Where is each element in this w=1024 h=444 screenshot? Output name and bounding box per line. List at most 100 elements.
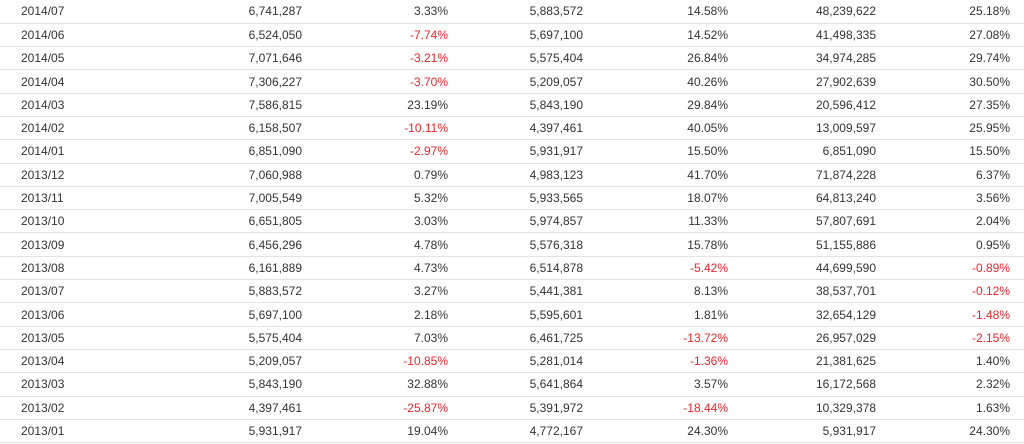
change-c-cell: 1.40% [876,349,1015,374]
cumulative-cell: 5,931,917 [728,419,876,444]
table-row: 2013/02 4,397,461 -25.87% 5,391,972 -18.44% 1… [0,396,1024,420]
change-a-cell: 4.78% [302,232,448,257]
row-spacer [0,93,21,117]
change-a-cell: -7.74% [302,23,448,48]
value-a-cell: 7,586,815 [140,93,302,117]
month-cell: 2014/02 [21,116,140,141]
change-c-cell: 27.35% [876,93,1015,117]
table-row: 2013/09 6,456,296 4.78% 5,576,318 15.78% 51,1… [0,232,1024,257]
value-b-cell: 6,514,878 [448,256,583,281]
month-cell: 2013/03 [21,372,140,397]
change-b-cell: 26.84% [583,46,728,71]
row-spacer [0,69,21,94]
value-a-cell: 5,931,917 [140,419,302,444]
row-spacer [0,186,21,211]
change-b-cell: 14.52% [583,23,728,48]
change-b-cell: 8.13% [583,279,728,304]
row-spacer [0,23,21,48]
month-cell: 2013/05 [21,326,140,350]
row-spacer [1015,256,1024,281]
change-c-cell: -0.12% [876,279,1015,304]
cumulative-cell: 44,699,590 [728,256,876,281]
value-b-cell: 5,883,572 [448,0,583,24]
row-spacer [0,232,21,257]
row-spacer [0,0,21,24]
cumulative-cell: 10,329,378 [728,396,876,420]
value-b-cell: 5,391,972 [448,396,583,420]
month-cell: 2014/06 [21,23,140,48]
month-cell: 2013/01 [21,419,140,444]
value-a-cell: 6,456,296 [140,232,302,257]
change-a-cell: 7.03% [302,326,448,350]
change-b-cell: 40.05% [583,116,728,141]
table-row: 2014/03 7,586,815 23.19% 5,843,190 29.84% 20,… [0,93,1024,117]
month-cell: 2014/07 [21,0,140,24]
table-row: 2014/05 7,071,646 -3.21% 5,575,404 26.84% 34,… [0,46,1024,71]
value-b-cell: 5,209,057 [448,69,583,94]
change-b-cell: 1.81% [583,302,728,327]
cumulative-cell: 27,902,639 [728,69,876,94]
change-b-cell: 11.33% [583,209,728,234]
change-c-cell: 2.04% [876,209,1015,234]
row-spacer [1015,396,1024,420]
value-a-cell: 5,209,057 [140,349,302,374]
row-spacer [1015,0,1024,24]
row-spacer [1015,69,1024,94]
change-b-cell: 15.78% [583,232,728,257]
table-row: 2013/10 6,651,805 3.03% 5,974,857 11.33% 57,8… [0,209,1024,234]
value-a-cell: 6,161,889 [140,256,302,281]
table-row: 2014/07 6,741,287 3.33% 5,883,572 14.58% 48,2… [0,0,1024,24]
row-spacer [1015,186,1024,211]
value-a-cell: 5,575,404 [140,326,302,350]
row-spacer [0,302,21,327]
row-spacer [1015,163,1024,187]
value-a-cell: 6,741,287 [140,0,302,24]
value-a-cell: 6,524,050 [140,23,302,48]
change-a-cell: 19.04% [302,419,448,444]
value-b-cell: 5,933,565 [448,186,583,211]
row-spacer [0,116,21,141]
change-b-cell: -13.72% [583,326,728,350]
value-b-cell: 5,931,917 [448,139,583,164]
value-a-cell: 5,697,100 [140,302,302,327]
value-b-cell: 4,397,461 [448,116,583,141]
change-b-cell: 3.57% [583,372,728,397]
value-a-cell: 7,071,646 [140,46,302,71]
change-b-cell: -5.42% [583,256,728,281]
change-a-cell: 32.88% [302,372,448,397]
value-b-cell: 5,843,190 [448,93,583,117]
change-c-cell: 24.30% [876,419,1015,444]
change-a-cell: -10.11% [302,116,448,141]
row-spacer [0,139,21,164]
change-c-cell: 30.50% [876,69,1015,94]
change-c-cell: 27.08% [876,23,1015,48]
row-spacer [1015,209,1024,234]
value-b-cell: 5,974,857 [448,209,583,234]
change-c-cell: -0.89% [876,256,1015,281]
change-b-cell: 41.70% [583,163,728,187]
value-b-cell: 5,576,318 [448,232,583,257]
change-a-cell: 3.03% [302,209,448,234]
cumulative-cell: 34,974,285 [728,46,876,71]
change-c-cell: 15.50% [876,139,1015,164]
change-c-cell: -2.15% [876,326,1015,350]
cumulative-cell: 51,155,886 [728,232,876,257]
cumulative-cell: 13,009,597 [728,116,876,141]
change-b-cell: 24.30% [583,419,728,444]
month-cell: 2013/09 [21,232,140,257]
month-cell: 2013/04 [21,349,140,374]
value-b-cell: 5,595,601 [448,302,583,327]
row-spacer [1015,302,1024,327]
cumulative-cell: 71,874,228 [728,163,876,187]
row-spacer [0,46,21,71]
cumulative-cell: 26,957,029 [728,326,876,350]
cumulative-cell: 64,813,240 [728,186,876,211]
month-cell: 2013/08 [21,256,140,281]
table-row: 2013/03 5,843,190 32.88% 5,641,864 3.57% 16,1… [0,372,1024,397]
month-cell: 2013/07 [21,279,140,304]
value-b-cell: 5,441,381 [448,279,583,304]
row-spacer [1015,349,1024,374]
table-row: 2013/05 5,575,404 7.03% 6,461,725 -13.72% 26,… [0,326,1024,350]
row-spacer [1015,93,1024,117]
row-spacer [1015,232,1024,257]
